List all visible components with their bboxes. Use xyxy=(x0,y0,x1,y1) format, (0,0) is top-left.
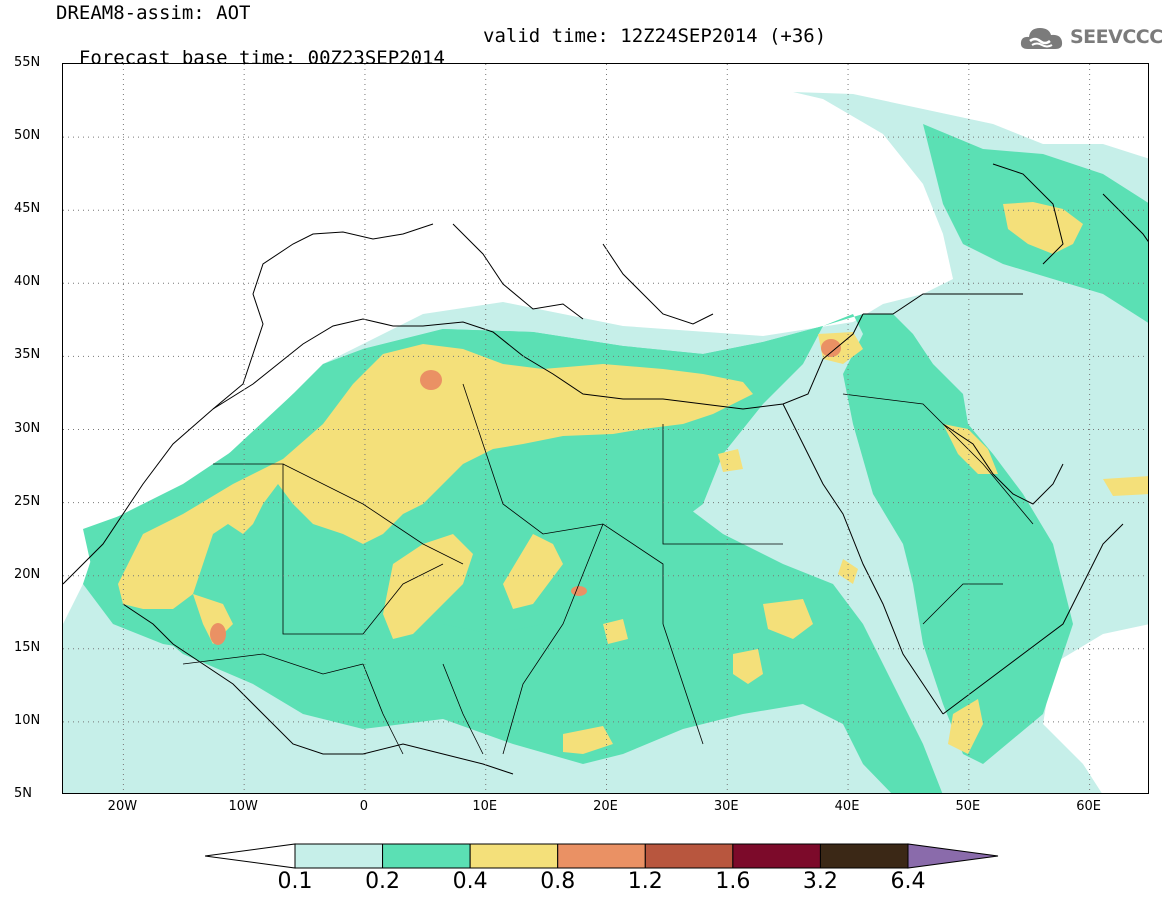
colorbar-swatch xyxy=(732,843,821,869)
colorbar-label: 0.2 xyxy=(365,869,401,894)
coastline xyxy=(63,313,864,585)
aot-layer-0-8-region xyxy=(210,623,226,645)
lon-tick-label: 60E xyxy=(1076,799,1101,814)
country-border xyxy=(213,463,444,635)
colorbar-over-arrow xyxy=(907,843,999,869)
country-border xyxy=(442,663,484,755)
colorbar-swatch xyxy=(644,843,734,869)
country-border xyxy=(502,523,604,755)
cloud-icon xyxy=(1020,28,1063,49)
aot-layer-0-8-region xyxy=(420,370,442,390)
aot-layer-0-4-region xyxy=(383,534,473,639)
colorbar-under-arrow xyxy=(205,843,296,869)
country-border xyxy=(662,623,704,745)
colorbar-label: 0.1 xyxy=(277,869,313,894)
lon-tick-label: 30E xyxy=(713,799,739,814)
lat-tick-label: 5N xyxy=(14,786,32,801)
colorbar-label: 6.4 xyxy=(890,869,926,894)
coastline xyxy=(992,163,1064,265)
lon-tick-label: 20W xyxy=(107,799,138,814)
map-canvas xyxy=(63,64,1148,793)
colorbar-swatch xyxy=(557,843,646,869)
aot-layer-0-8 xyxy=(210,339,841,645)
colorbar-label: 1.2 xyxy=(627,869,663,894)
aot-layer-0-4-region xyxy=(1103,476,1148,496)
coastlines xyxy=(63,163,1148,775)
aot-layer-0-4-region xyxy=(563,726,613,754)
aot-layer-0-4-region xyxy=(118,344,753,609)
colorbar-label: 0.4 xyxy=(452,869,488,894)
aot-layer-0-4-region xyxy=(733,649,763,684)
borders xyxy=(182,383,1034,755)
country-border xyxy=(282,463,464,565)
coastline xyxy=(942,523,1124,715)
lat-tick-label: 30N xyxy=(14,420,41,436)
map-title: DREAM8-assim: AOT xyxy=(56,2,251,24)
colorbar-swatch xyxy=(294,843,384,869)
lon-tick-label: 40E xyxy=(834,799,860,814)
lon-tick-label: 10W xyxy=(228,799,258,814)
lon-gridlines xyxy=(122,64,1091,793)
lat-tick-label: 10N xyxy=(14,712,41,728)
aot-layer-0-4-region xyxy=(603,619,628,644)
lat-tick-label: 20N xyxy=(14,566,41,582)
coastline xyxy=(212,223,434,410)
aot-map xyxy=(62,63,1149,794)
country-border xyxy=(842,393,1034,525)
coastline xyxy=(863,293,1023,315)
coastline xyxy=(122,603,514,775)
lon-tick-label: 50E xyxy=(955,799,981,814)
country-border xyxy=(922,583,1003,625)
lat-tick-label: 40N xyxy=(14,274,41,290)
aot-layer-0-4-region xyxy=(838,559,858,584)
seevccc-logo: SEEVCCC xyxy=(1018,23,1163,57)
lat-tick-label: 15N xyxy=(14,639,41,655)
lat-tick-label: 50N xyxy=(14,128,41,144)
country-border xyxy=(662,424,783,545)
lat-tick-label: 45N xyxy=(14,201,41,217)
lon-tick-label: 10E xyxy=(472,799,498,814)
aot-layer-0-8-region xyxy=(571,586,587,596)
country-border xyxy=(182,653,364,675)
aot-layer-0-4-region xyxy=(1003,202,1083,254)
colorbar-swatch xyxy=(382,843,471,869)
colorbar-label: 1.6 xyxy=(715,869,751,894)
aot-layer-0-4-region xyxy=(948,699,983,754)
lat-tick-label: 55N xyxy=(14,55,41,70)
lat-tick-label: 25N xyxy=(14,493,41,509)
colorbar-label: 3.2 xyxy=(802,869,838,894)
coastline xyxy=(452,223,584,320)
logo-text: SEEVCCC xyxy=(1070,26,1163,48)
colorbar-label: 0.8 xyxy=(540,869,576,894)
aot-layer-0-4-region xyxy=(763,599,813,639)
aot-layer-0-4-region xyxy=(503,534,563,609)
coastline xyxy=(782,403,944,715)
colorbar-swatch xyxy=(469,843,559,869)
lon-tick-label: 20E xyxy=(593,799,618,814)
colorbar-swatch xyxy=(819,843,909,869)
coastline xyxy=(1102,193,1148,243)
aot-layer-0-4-region xyxy=(718,449,743,472)
aot-layer-0-8-region xyxy=(821,339,841,357)
coastline xyxy=(602,243,714,325)
country-border xyxy=(362,663,404,755)
coastline xyxy=(942,423,1064,505)
country-border xyxy=(462,383,664,624)
lat-tick-label: 35N xyxy=(14,347,41,363)
colorbar xyxy=(205,843,999,869)
lon-tick-label: 0 xyxy=(359,799,369,814)
valid-time: valid time: 12Z24SEP2014 (+36) xyxy=(483,25,827,47)
